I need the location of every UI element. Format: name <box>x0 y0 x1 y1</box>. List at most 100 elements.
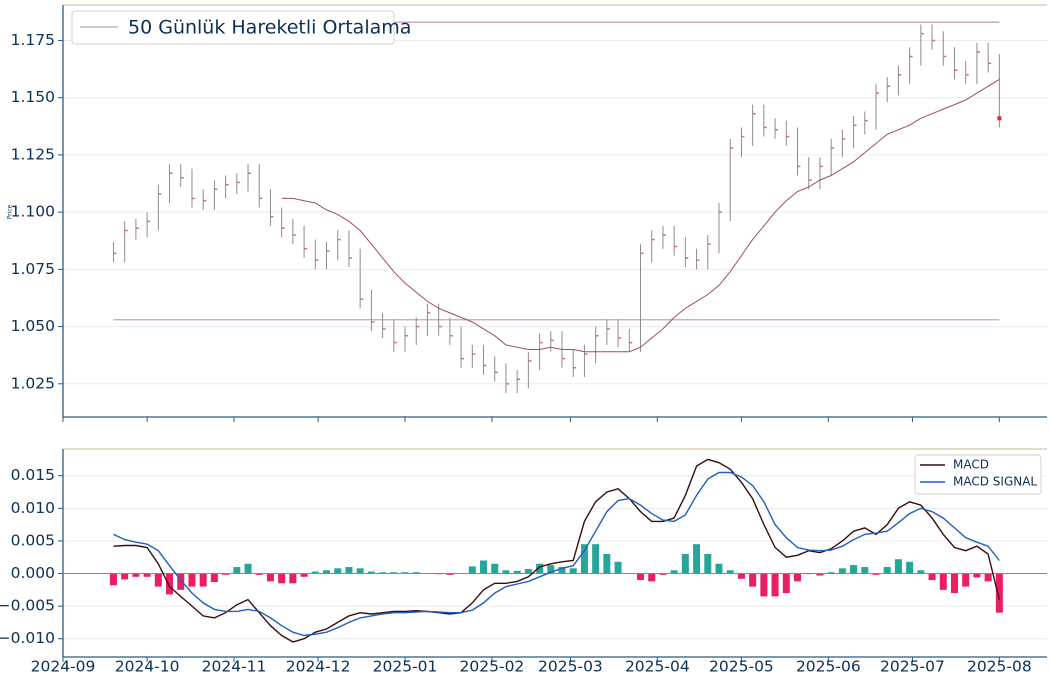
y-tick-label: −0.010 <box>0 629 55 647</box>
y-tick-label: 1.075 <box>11 260 55 278</box>
histogram-bar <box>962 573 970 587</box>
histogram-bar <box>390 572 398 574</box>
x-tick-label: 2025-03 <box>538 658 603 676</box>
histogram-bar <box>367 571 375 574</box>
histogram-bar <box>950 573 958 594</box>
x-tick-label: 2025-08 <box>967 658 1032 676</box>
histogram-bar <box>154 573 162 587</box>
legend-label: MACD SIGNAL <box>953 475 1037 489</box>
y-axis-label: Price <box>7 204 14 219</box>
x-tick-label: 2025-07 <box>880 658 945 676</box>
histogram-bar <box>670 570 678 574</box>
y-tick-label: 0.005 <box>11 531 55 549</box>
histogram-bar <box>345 567 353 574</box>
macd-line <box>113 458 1000 643</box>
histogram-bar <box>771 573 779 597</box>
histogram-bar <box>412 572 420 574</box>
histogram-bar <box>513 570 521 574</box>
histogram-bar <box>850 565 858 574</box>
x-tick-label: 2025-02 <box>460 658 525 676</box>
histogram-bar <box>894 559 902 574</box>
histogram-bar <box>491 563 499 574</box>
histogram-bar <box>356 568 364 574</box>
histogram-bar <box>737 573 745 579</box>
histogram-bar <box>984 573 992 582</box>
histogram-bar <box>199 573 207 587</box>
histogram-bar <box>872 573 880 575</box>
histogram-bar <box>861 567 869 574</box>
legend: 50 Günlük Hareketli Ortalama <box>71 10 411 45</box>
histogram-bar <box>838 568 846 574</box>
y-tick-label: 0.015 <box>11 466 55 484</box>
histogram-bar <box>592 544 600 574</box>
histogram-bar <box>917 570 925 574</box>
y-tick-label: 1.150 <box>11 88 55 106</box>
histogram-bar <box>524 568 532 574</box>
histogram-bar <box>468 566 476 574</box>
histogram-bar <box>480 560 488 574</box>
histogram-bar <box>109 573 117 586</box>
histogram-bar <box>166 573 174 595</box>
histogram-bar <box>816 573 824 576</box>
histogram-bar <box>928 573 936 581</box>
x-tick-label: 2025-04 <box>625 658 690 676</box>
y-tick-label: 0.010 <box>11 499 55 517</box>
histogram-bar <box>222 573 230 575</box>
histogram-bar <box>906 561 914 574</box>
histogram-bar <box>323 570 331 574</box>
histogram-bar <box>782 573 790 594</box>
histogram-bar <box>704 553 712 574</box>
histogram-bar <box>266 573 274 582</box>
histogram-bar <box>715 563 723 574</box>
legend-label: MACD <box>953 458 989 472</box>
histogram-bar <box>244 563 252 574</box>
histogram-bar <box>547 565 555 574</box>
histogram-bar <box>143 573 151 577</box>
histogram-bar <box>793 573 801 582</box>
histogram-bar <box>334 568 342 574</box>
y-tick-label: 1.100 <box>11 203 55 221</box>
histogram-bar <box>379 572 387 574</box>
x-tick-label: 2024-12 <box>286 658 351 676</box>
histogram-bar <box>311 571 319 574</box>
moving-average-line <box>281 78 1000 353</box>
legend-box <box>914 454 1042 495</box>
histogram-bar <box>210 573 218 583</box>
histogram-bar <box>300 573 308 577</box>
macd-line <box>113 471 1000 637</box>
y-tick-label: 1.125 <box>11 145 55 163</box>
histogram-bar <box>289 573 297 584</box>
histogram-bar <box>446 573 454 575</box>
histogram-bar <box>760 573 768 597</box>
y-tick-label: −0.005 <box>0 597 55 615</box>
x-tick-label: 2025-06 <box>796 658 861 676</box>
histogram-bar <box>995 573 1003 613</box>
histogram-bar <box>939 573 947 590</box>
histogram-bar <box>603 553 611 574</box>
x-tick-label: 2025-01 <box>373 658 438 676</box>
histogram-bar <box>973 573 981 578</box>
ohlc-close <box>997 116 1002 121</box>
histogram-bar <box>614 561 622 574</box>
histogram-bar <box>569 568 577 574</box>
histogram-bar <box>659 573 667 575</box>
x-tick-label: 2024-09 <box>31 658 96 676</box>
x-tick-label: 2024-10 <box>115 658 180 676</box>
histogram-bar <box>648 573 656 582</box>
legend-label: 50 Günlük Hareketli Ortalama <box>128 17 411 39</box>
histogram-bar <box>132 573 140 577</box>
histogram-bar <box>681 553 689 574</box>
x-tick-label: 2024-11 <box>202 658 267 676</box>
histogram-bar <box>827 572 835 574</box>
x-tick-label: 2025-05 <box>709 658 774 676</box>
histogram-bar <box>255 573 263 575</box>
histogram-bar <box>536 563 544 574</box>
histogram-bar <box>502 570 510 574</box>
histogram-bar <box>121 573 129 580</box>
histogram-bar <box>749 573 757 587</box>
histogram-bar <box>177 573 185 590</box>
y-tick-label: 1.175 <box>11 31 55 49</box>
histogram-bar <box>693 544 701 574</box>
histogram-bar <box>401 572 409 574</box>
